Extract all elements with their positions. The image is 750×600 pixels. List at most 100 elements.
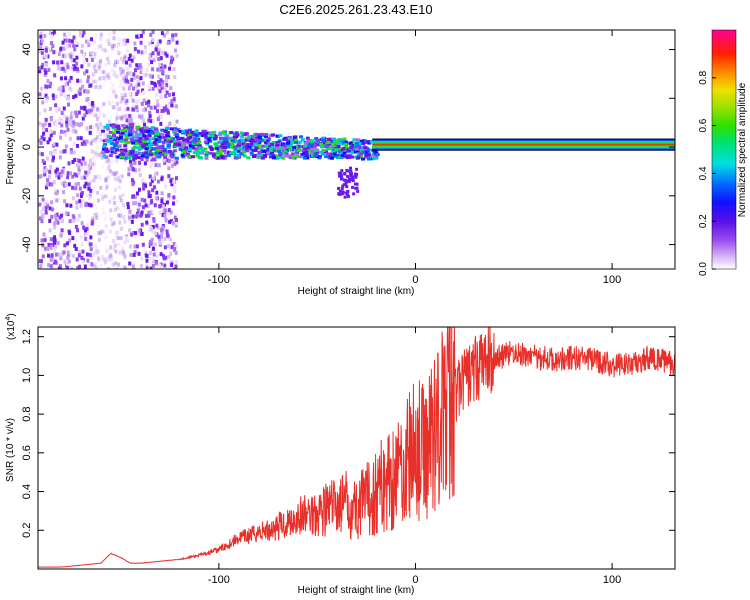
spectrogram-cell [41,122,45,127]
spectrogram-cell [147,103,151,108]
spectrogram-cell [183,139,188,143]
spectrogram-cell [173,188,177,193]
spectrogram-cell [68,38,72,43]
spectrogram-cell [71,236,75,241]
spectrogram-cell [104,147,109,151]
spectrogram-cell [109,257,113,262]
spectrogram-cell [163,129,168,133]
spectrogram-cell [168,219,172,224]
spectrogram-cell [98,152,102,157]
spectrogram-cell [258,136,263,140]
spectrogram-cell [162,89,166,94]
spectrogram-cell [49,133,53,138]
spectrogram-cell [233,145,238,149]
spectrogram-cell [156,67,160,72]
spectrogram-cell [144,142,149,146]
spectrogram-cell [147,204,151,209]
spectrogram-cell [150,142,155,146]
spectrogram-cell [163,237,167,242]
spectrogram-cell [244,147,249,151]
spectrogram-cell [229,151,234,155]
spectrogram-cell [160,114,164,119]
spectrogram-cell [59,92,63,97]
spectrogram-cell [75,113,79,118]
spectrogram-cell [180,136,185,140]
spectrogram-cell [128,63,132,68]
spectrogram-cell [72,58,76,63]
spectrogram-cell [79,203,83,208]
spectrogram-cell [54,169,58,174]
spectrogram-cell [97,115,101,120]
spectrogram-cell [62,149,66,154]
spectrogram-cell [156,225,160,230]
spectrogram-cell [147,190,151,195]
spectrogram-cell [53,259,57,264]
spectrogram-cell [176,137,181,141]
spectrogram-cell [348,171,352,175]
spectrogram-cell [129,216,133,221]
spectrogram-cell [340,140,345,144]
spectrogram-cell [104,256,108,261]
spectrogram-cell [222,132,227,136]
spectrogram-cell [333,143,338,147]
spectrogram-cell [237,146,242,150]
spectrogram-cell [90,57,94,62]
spectrogram-cell [45,128,49,133]
spectrogram-cell [51,31,55,36]
spectrogram-cell [154,129,159,133]
spectrogram-cell [260,156,265,160]
spectrogram-cell [122,59,126,64]
spectrogram-cell [63,68,67,73]
spectrogram-cell [68,78,72,83]
spectrogram-cell [96,107,100,112]
spectrogram-cell [131,98,135,103]
spectrogram-cell [137,99,141,104]
spectrogram-cell [238,152,243,156]
spectrogram-cell [111,262,115,267]
spectrogram-cell [77,213,81,218]
spectrogram-cell [114,205,118,210]
spectrogram-cell [105,125,110,129]
spectrogram-cell [50,253,54,258]
spectrogram-cell [96,256,100,261]
spectrogram-cell [77,165,81,170]
spectrogram-cell [157,234,161,239]
spectrogram-cell [175,119,179,124]
spectrogram-cell [72,120,76,125]
spectrogram-cell [101,196,105,201]
spectrogram-cell [45,200,49,205]
spectrogram-cell [124,100,128,105]
spectrogram-cell [150,80,154,85]
snr-ytick-label: 0.4 [21,484,33,499]
spectrogram-cell [288,155,293,159]
spectrogram-cell [141,108,145,113]
spectrogram-cell [174,223,178,228]
spectrogram-cell [57,52,61,57]
spectrogram-cell [108,199,112,204]
spectrogram-cell [351,185,355,189]
spectrogram-cell [293,135,298,139]
spectrogram-cell [112,36,116,41]
spectrogram-cell [160,230,164,235]
spectrogram-cell [64,38,68,43]
spectrogram-cell [154,55,158,60]
spectrogram-cell [60,169,64,174]
spectrogram-cell [96,249,100,254]
spectrogram-cell [114,152,118,157]
spectrogram-cell [138,136,143,140]
spectrogram-cell [160,191,164,196]
spectrogram-cell [119,79,123,84]
spectrogram-cell [83,71,87,76]
spectrogram-cell [144,183,148,188]
spectrogram-cell [139,76,143,81]
spectrogram-cell [127,57,131,62]
spectrogram-cell [155,196,159,201]
spectrogram-cell [71,51,75,56]
spectrogram-cell [156,42,160,47]
spectrogram-cell [75,42,79,47]
spectrogram-cell [75,55,79,60]
spectrogram-cell [88,158,92,163]
snr-series-line [38,327,675,568]
spectrogram-cell [78,158,82,163]
